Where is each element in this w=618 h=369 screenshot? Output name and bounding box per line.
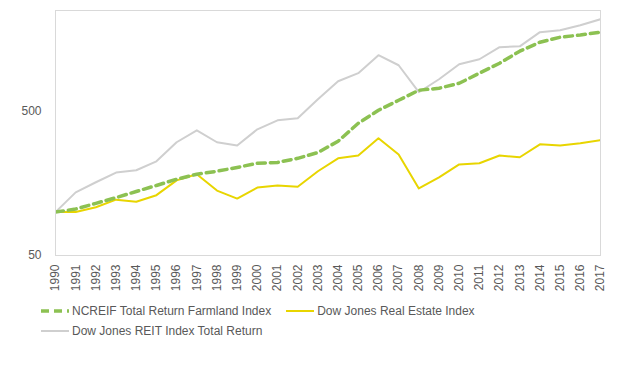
svg-text:500: 500: [21, 104, 41, 118]
svg-text:1990: 1990: [48, 264, 62, 291]
svg-text:2017: 2017: [593, 264, 607, 291]
svg-text:2007: 2007: [391, 264, 405, 291]
svg-text:2013: 2013: [513, 264, 527, 291]
html-text:Dow Jones Real Estate Index: Dow Jones Real Estate Index: [317, 304, 475, 318]
svg-text:2016: 2016: [573, 264, 587, 291]
svg-text:2011: 2011: [472, 264, 486, 290]
svg-text:50: 50: [28, 248, 42, 262]
svg-text:1992: 1992: [89, 264, 103, 291]
svg-text:1996: 1996: [169, 264, 183, 291]
svg-text:1999: 1999: [230, 264, 244, 291]
svg-text:2000: 2000: [250, 264, 264, 291]
svg-text:1994: 1994: [129, 264, 143, 291]
svg-text:1993: 1993: [109, 264, 123, 291]
svg-text:1991: 1991: [69, 264, 83, 291]
svg-text:2012: 2012: [492, 264, 506, 291]
svg-text:1998: 1998: [210, 264, 224, 291]
svg-text:2002: 2002: [291, 264, 305, 291]
svg-text:2010: 2010: [452, 264, 466, 291]
svg-text:2004: 2004: [331, 264, 345, 291]
svg-text:2005: 2005: [351, 264, 365, 291]
html-text:Dow Jones REIT Index Total Ret: Dow Jones REIT Index Total Return: [72, 324, 263, 338]
html-text:NCREIF Total Return Farmland I: NCREIF Total Return Farmland Index: [72, 304, 272, 318]
svg-text:1995: 1995: [149, 264, 163, 291]
svg-text:2015: 2015: [553, 264, 567, 291]
svg-text:2009: 2009: [432, 264, 446, 291]
svg-text:1997: 1997: [190, 264, 204, 291]
svg-text:2003: 2003: [311, 264, 325, 291]
svg-text:2014: 2014: [533, 264, 547, 291]
svg-text:2008: 2008: [412, 264, 426, 291]
svg-text:2001: 2001: [270, 264, 284, 291]
svg-text:2006: 2006: [371, 264, 385, 291]
